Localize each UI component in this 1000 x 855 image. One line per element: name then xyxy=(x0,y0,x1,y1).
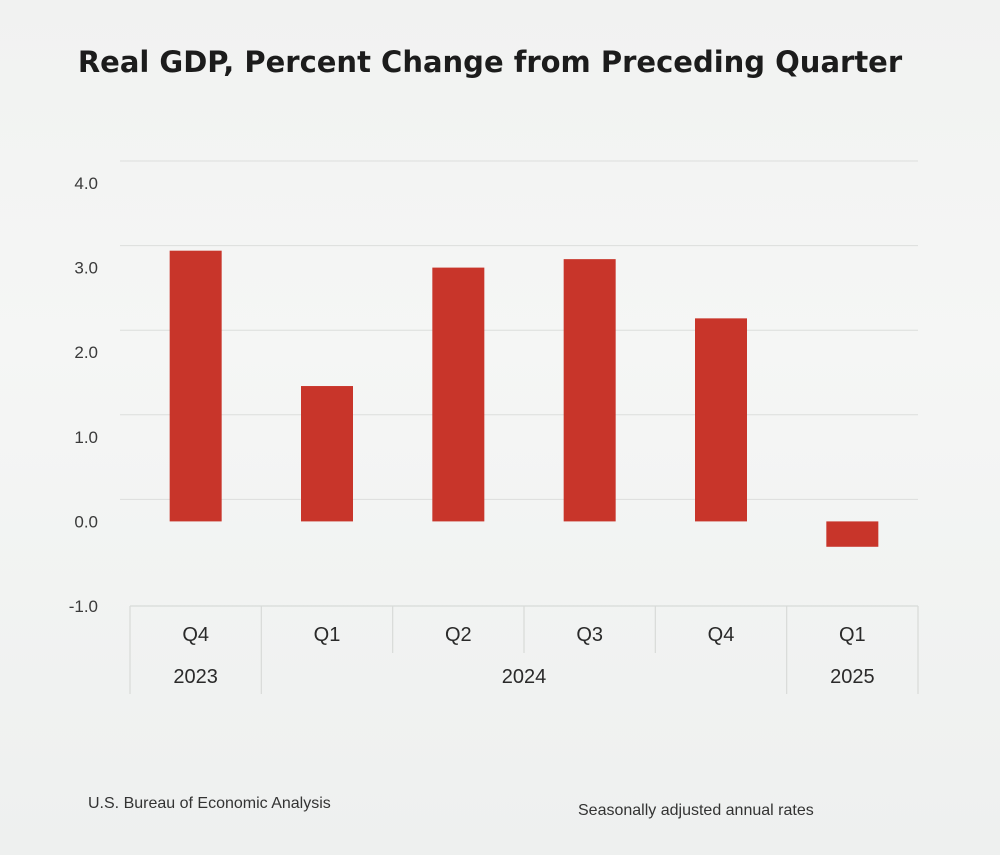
bar xyxy=(169,250,222,522)
gridlines xyxy=(120,160,918,500)
category-label: Q1 xyxy=(314,624,341,646)
y-tick-label: 1.0 xyxy=(74,428,98,447)
category-label: Q4 xyxy=(708,624,735,646)
y-axis-tick-labels: 4.0 3.0 2.0 1.0 0.0 -1.0 xyxy=(69,174,98,616)
category-label: Q2 xyxy=(445,624,472,646)
year-label: 2025 xyxy=(830,666,875,688)
bar xyxy=(826,521,879,547)
category-label: Q1 xyxy=(839,624,866,646)
y-tick-label: 0.0 xyxy=(74,512,98,531)
category-label: Q4 xyxy=(182,624,209,646)
category-label: Q3 xyxy=(576,624,603,646)
source-note: U.S. Bureau of Economic Analysis xyxy=(88,795,331,812)
x-axis-category-labels: Q4 Q1 Q2 Q3 Q4 Q1 xyxy=(182,624,865,646)
bar xyxy=(563,259,616,522)
y-tick-label: 3.0 xyxy=(74,259,98,278)
rates-note: Seasonally adjusted annual rates xyxy=(578,802,814,819)
chart-title: Real GDP, Percent Change from Preceding … xyxy=(78,45,903,79)
bar xyxy=(432,267,485,522)
year-label: 2024 xyxy=(502,666,547,688)
bar xyxy=(301,386,353,522)
x-axis-year-labels: 2023 2024 2025 xyxy=(173,666,874,688)
category-axis-table xyxy=(129,605,919,694)
year-label: 2023 xyxy=(173,666,218,688)
y-tick-label: 2.0 xyxy=(74,343,98,362)
y-tick-label: -1.0 xyxy=(69,597,98,616)
bar xyxy=(695,318,747,522)
y-tick-label: 4.0 xyxy=(74,174,98,193)
bars xyxy=(169,250,879,547)
